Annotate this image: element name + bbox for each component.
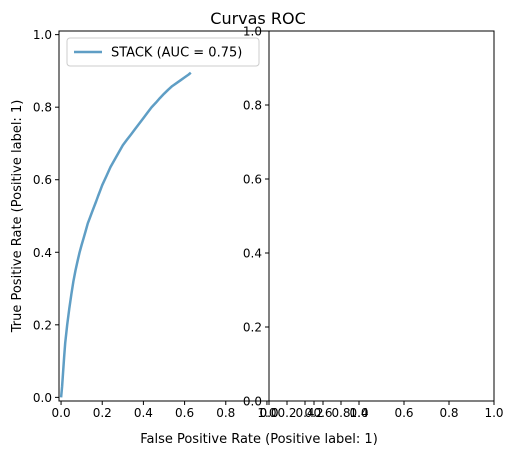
overlay-x-tick-label: 0.0 (259, 406, 278, 420)
left-x-tick-label: 0.6 (175, 406, 194, 420)
right-x-tick-label: 0.8 (439, 406, 458, 420)
left-x-tick-label: 0.2 (93, 406, 112, 420)
left-axes: 0.0 0.2 0.4 0.6 0.8 1.0 0.00.20.40.60.81.0 Fa… (10, 28, 378, 447)
right-axes-frame (268, 30, 495, 402)
left-x-axis-label: False Positive Rate (Positive label: 1) (140, 432, 378, 447)
legend-entry-label: STACK (AUC = 0.75) (111, 46, 242, 61)
left-y-axis-label: True Positive Rate (Positive label: 1) (10, 100, 25, 334)
right-y-tick-label: 0.8 (243, 99, 262, 113)
right-x-tick-label: 1.0 (484, 406, 503, 420)
right-x-ticks: 0.0 0.2 0.4 0.6 0.8 1.0 (259, 401, 504, 420)
right-x-tick-label: 0.2 (304, 406, 323, 420)
left-y-tick-label: 0.4 (33, 246, 52, 260)
overlay-x-tick-label: 1.0 (349, 406, 368, 420)
right-x-tick-label: 0.0 (259, 406, 278, 420)
right-y-tick-label: 0.2 (243, 321, 262, 335)
right-x-tick-label: 0.4 (349, 406, 368, 420)
left-y-tick-label: 0.2 (33, 318, 52, 332)
right-y-ticks: 0.0 0.2 0.4 0.6 0.8 1.0 (243, 25, 269, 409)
left-x-tick-label: 1.0 (257, 406, 276, 420)
right-y-tick-label: 1.0 (243, 25, 262, 39)
left-x-ticks: 0.0 0.2 0.4 0.6 0.8 1.0 (52, 401, 276, 420)
left-series-layer (59, 71, 192, 398)
left-x-tick-label: 0.0 (52, 406, 71, 420)
figure-title: Curvas ROC (210, 9, 305, 28)
left-y-ticks: 0.0 0.2 0.4 0.6 0.8 1.0 (33, 28, 59, 405)
right-axes: 0.0 0.2 0.4 0.6 0.8 1.0 0.00.20.40.60.81.0 (243, 25, 504, 421)
left-y-tick-label: 0.6 (33, 173, 52, 187)
left-y-tick-label: 1.0 (33, 28, 52, 42)
left-x-tick-label: 0.8 (216, 406, 235, 420)
legend: STACK (AUC = 0.75) (66, 37, 260, 67)
right-x-tick-label: 0.6 (394, 406, 413, 420)
overlay-x-ticks: 0.00.20.40.60.81.0 (259, 401, 369, 420)
roc-curve-line (59, 71, 192, 398)
left-x-tick-label: 0.4 (134, 406, 153, 420)
left-y-tick-label: 0.0 (33, 391, 52, 405)
right-y-tick-label: 0.6 (243, 173, 262, 187)
overlay-x-tick-label: 0.2 (277, 406, 296, 420)
right-y-tick-label: 0.4 (243, 247, 262, 261)
legend-box (66, 37, 260, 67)
overlay-x-tick-label: 0.6 (313, 406, 332, 420)
left-y-tick-label: 0.8 (33, 101, 52, 115)
overlay-x-tick-label: 0.4 (295, 406, 314, 420)
overlay-x-tick-label: 0.8 (331, 406, 350, 420)
right-y-tick-label: 0.0 (243, 395, 262, 409)
